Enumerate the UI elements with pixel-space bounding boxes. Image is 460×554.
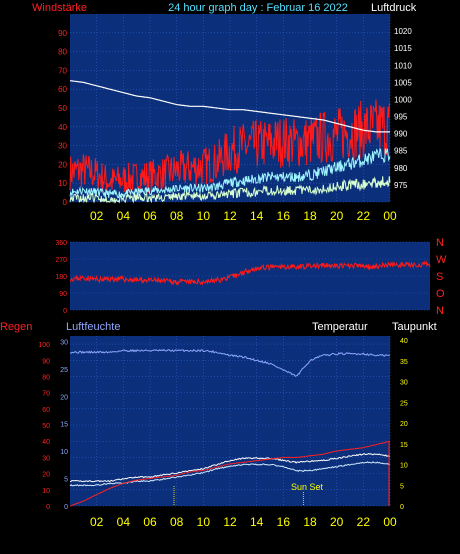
humidity-tick-label: 5 — [64, 477, 68, 484]
humidity-tick-label: 30 — [60, 339, 68, 346]
hour-tick-label: 08 — [170, 209, 184, 223]
wind-tick-label: 40 — [58, 123, 67, 132]
direction-tick-label: 0 — [63, 308, 67, 315]
wind-direction-series-line — [69, 260, 431, 287]
direction-tick-label: 270 — [55, 257, 67, 264]
hour-tick-label: 04 — [117, 209, 131, 223]
rain-series-line — [69, 440, 391, 507]
hour-tick-label: 02 — [90, 515, 104, 529]
rain-axis-title: Regen — [0, 321, 32, 333]
wind-tick-label: 50 — [58, 104, 67, 113]
hour-tick-label: 14 — [250, 209, 264, 223]
direction-tick-label: 90 — [59, 291, 67, 298]
temperature-tick-label: 30 — [400, 380, 408, 387]
wind-min-series-line — [69, 176, 391, 204]
compass-label: N — [436, 237, 444, 249]
pressure-tick-label: 980 — [394, 164, 408, 173]
pressure-tick-label: 1010 — [394, 61, 412, 70]
hour-tick-label: 08 — [170, 515, 184, 529]
humidity-tick-label: 10 — [60, 449, 68, 456]
temperature-tick-label: 35 — [400, 359, 408, 366]
wind-tick-label: 0 — [63, 198, 68, 207]
direction-tick-label: 180 — [55, 274, 67, 281]
hour-tick-label: 04 — [117, 515, 131, 529]
compass-label: O — [436, 288, 445, 300]
hour-tick-label: 06 — [143, 515, 157, 529]
wind-tick-label: 10 — [58, 179, 67, 188]
temperature-tick-label: 15 — [400, 442, 408, 449]
rain-tick-label: 100 — [38, 342, 50, 349]
pressure-tick-label: 1005 — [394, 78, 412, 87]
temperature-tick-label: 0 — [400, 504, 404, 511]
humidity-axis-title: Luftfeuchte — [66, 321, 120, 333]
pressure-series-line — [69, 80, 390, 133]
rain-tick-label: 70 — [42, 391, 50, 398]
hour-tick-label: 20 — [330, 209, 344, 223]
hour-tick-label: 02 — [90, 209, 104, 223]
hour-tick-label: 14 — [250, 515, 264, 529]
compass-label: W — [436, 254, 447, 266]
humidity-tick-label: 25 — [60, 367, 68, 374]
hour-tick-label: 18 — [303, 209, 317, 223]
temperature-axis-title: Temperatur — [312, 321, 368, 333]
rain-tick-label: 0 — [46, 504, 50, 511]
hour-tick-label: 18 — [303, 515, 317, 529]
hour-tick-label: 12 — [223, 515, 237, 529]
humidity-series-line — [69, 348, 391, 377]
rain-tick-label: 30 — [42, 455, 50, 462]
rain-tick-label: 40 — [42, 439, 50, 446]
hour-tick-label: 16 — [277, 209, 291, 223]
pressure-tick-label: 975 — [394, 181, 408, 190]
temperature-tick-label: 25 — [400, 400, 408, 407]
rain-tick-label: 90 — [42, 358, 50, 365]
compass-label: S — [436, 271, 443, 283]
wind-tick-label: 70 — [58, 66, 67, 75]
chart-title: 24 hour graph day : Februar 16 2022 — [168, 2, 348, 14]
sunset-annotation: Sun Set — [291, 482, 324, 492]
chart-marks: 0102030405060708090975980985990995100010… — [38, 14, 447, 529]
rain-tick-label: 80 — [42, 374, 50, 381]
pressure-tick-label: 995 — [394, 113, 408, 122]
hour-tick-label: 10 — [197, 209, 211, 223]
hour-tick-label: 12 — [223, 209, 237, 223]
pressure-tick-label: 985 — [394, 147, 408, 156]
temperature-tick-label: 10 — [400, 463, 408, 470]
wind-tick-label: 60 — [58, 85, 67, 94]
temperature-series-line — [69, 453, 391, 483]
hour-tick-label: 06 — [143, 209, 157, 223]
temperature-tick-label: 20 — [400, 421, 408, 428]
temperature-tick-label: 5 — [400, 483, 404, 490]
rain-tick-label: 50 — [42, 423, 50, 430]
hour-tick-label: 00 — [383, 515, 397, 529]
rain-tick-label: 20 — [42, 472, 50, 479]
hour-tick-label: 16 — [277, 515, 291, 529]
compass-label: N — [436, 305, 444, 317]
pressure-tick-label: 1000 — [394, 95, 412, 104]
humidity-tick-label: 15 — [60, 422, 68, 429]
wind-axis-title: Windstärke — [32, 2, 87, 14]
hour-tick-label: 10 — [197, 515, 211, 529]
rain-tick-label: 60 — [42, 407, 50, 414]
dewpoint-axis-title: Taupunkt — [392, 321, 437, 333]
wind-series-line — [69, 99, 391, 195]
hour-tick-label: 22 — [357, 515, 371, 529]
hour-tick-label: 22 — [357, 209, 371, 223]
direction-tick-label: 360 — [55, 240, 67, 247]
wind-tick-label: 20 — [58, 160, 67, 169]
rain-tick-label: 10 — [42, 488, 50, 495]
pressure-tick-label: 990 — [394, 130, 408, 139]
pressure-tick-label: 1015 — [394, 44, 412, 53]
humidity-tick-label: 0 — [64, 504, 68, 511]
pressure-axis-title: Luftdruck — [371, 2, 417, 14]
humidity-tick-label: 20 — [60, 394, 68, 401]
pressure-tick-label: 1020 — [394, 27, 412, 36]
hour-tick-label: 20 — [330, 515, 344, 529]
wind-tick-label: 80 — [58, 48, 67, 57]
hour-tick-label: 00 — [383, 209, 397, 223]
wind-tick-label: 30 — [58, 142, 67, 151]
temperature-tick-label: 40 — [400, 338, 408, 345]
wind-tick-label: 90 — [58, 29, 67, 38]
